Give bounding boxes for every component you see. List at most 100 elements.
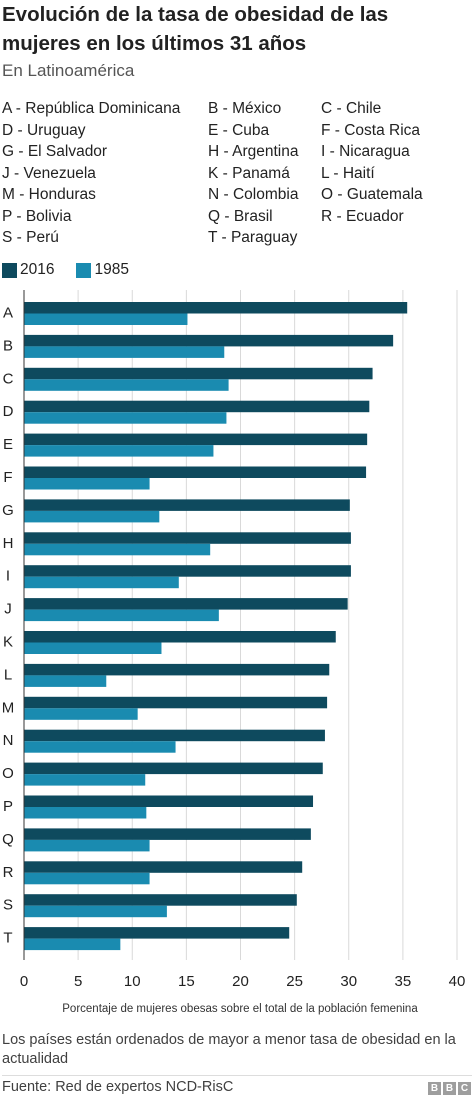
bar-l-1985	[24, 675, 107, 687]
key-item-s: S - Perú	[2, 229, 59, 246]
bar-t-1985	[24, 938, 121, 951]
bar-s-1985	[24, 905, 167, 918]
bbc-logo: B B C	[428, 1082, 471, 1095]
bar-t-2016	[24, 927, 290, 939]
x-tick-label-30: 30	[340, 973, 357, 990]
bar-l-2016	[24, 663, 330, 676]
x-tick-label-10: 10	[124, 973, 141, 990]
bar-c-1985	[24, 379, 229, 391]
x-tick-label-35: 35	[395, 973, 412, 990]
bbc-logo-block-2: B	[443, 1082, 456, 1095]
key-item-l: L - Haití	[321, 164, 375, 182]
key-item-j: J - Venezuela	[2, 164, 96, 182]
bbc-logo-block-1: B	[428, 1082, 441, 1095]
x-tick-label-15: 15	[178, 973, 195, 990]
bar-e-1985	[24, 445, 214, 457]
legend-item-1985: 1985	[76, 261, 129, 279]
legend-swatch-2016	[2, 262, 17, 278]
bar-j-1985	[24, 609, 219, 622]
category-label-q: Q	[2, 831, 14, 848]
legend-label-1985: 1985	[94, 261, 129, 278]
category-label-n: N	[3, 732, 14, 749]
bar-a-1985	[24, 313, 188, 325]
category-label-o: O	[2, 765, 14, 782]
bar-m-2016	[24, 696, 328, 709]
bar-h-2016	[24, 532, 351, 544]
key-item-f: F - Costa Rica	[321, 121, 421, 139]
category-label-t: T	[3, 930, 12, 947]
bar-b-1985	[24, 346, 225, 358]
key-item-a: A - República Dominicana	[2, 100, 181, 117]
x-tick-label-20: 20	[232, 973, 249, 990]
key-item-k: K - Panamá	[208, 164, 290, 182]
bar-i-2016	[24, 565, 351, 577]
bar-c-2016	[24, 367, 373, 380]
bar-e-2016	[24, 433, 368, 446]
bar-q-2016	[24, 828, 311, 840]
bar-j-2016	[24, 598, 348, 610]
x-tick-label-0: 0	[20, 973, 28, 990]
bar-r-2016	[24, 861, 303, 873]
bar-g-1985	[24, 510, 160, 523]
key-item-i: I - Nicaragua	[321, 143, 410, 160]
category-label-h: H	[3, 535, 14, 552]
bar-q-1985	[24, 839, 150, 852]
category-label-b: B	[3, 337, 13, 354]
key-item-o: O - Guatemala	[321, 186, 423, 203]
legend-label-2016: 2016	[20, 261, 55, 278]
bar-b-2016	[24, 334, 394, 347]
bar-k-1985	[24, 642, 162, 654]
category-label-j: J	[4, 601, 12, 618]
category-label-i: I	[6, 568, 10, 585]
bar-d-1985	[24, 412, 227, 424]
footer-divider	[2, 1075, 472, 1076]
bar-n-1985	[24, 741, 176, 753]
x-tick-label-40: 40	[449, 973, 466, 990]
key-item-c: C - Chile	[321, 100, 382, 117]
key-item-g: G - El Salvador	[2, 143, 108, 160]
category-label-f: F	[3, 469, 12, 486]
bar-f-1985	[24, 478, 150, 490]
x-tick-label-25: 25	[286, 973, 303, 990]
category-label-c: C	[3, 370, 14, 387]
bbc-logo-block-3: C	[458, 1082, 471, 1095]
key-item-e: E - Cuba	[208, 121, 270, 139]
category-label-r: R	[3, 864, 14, 881]
key-item-d: D - Uruguay	[2, 121, 86, 139]
key-item-n: N - Colombia	[208, 186, 299, 203]
bar-f-2016	[24, 466, 367, 478]
source-text: Fuente: Red de expertos NCD-RisC	[2, 1079, 234, 1095]
category-label-a: A	[3, 305, 13, 322]
bar-r-1985	[24, 872, 150, 885]
bar-d-2016	[24, 400, 370, 413]
category-label-d: D	[3, 403, 14, 420]
key-item-b: B - México	[208, 100, 282, 117]
category-label-e: E	[3, 436, 13, 453]
bar-a-2016	[24, 302, 408, 314]
chart-note: Los países están ordenados de mayor a me…	[2, 1032, 456, 1067]
category-label-g: G	[2, 502, 14, 519]
key-item-m: M - Honduras	[2, 186, 96, 203]
key-item-r: R - Ecuador	[321, 207, 404, 225]
chart-subtitle: En Latinoamérica	[2, 61, 135, 80]
category-label-l: L	[4, 666, 12, 683]
key-item-h: H - Argentina	[208, 143, 299, 160]
key-item-p: P - Bolivia	[2, 207, 72, 225]
bar-i-1985	[24, 576, 179, 589]
legend-item-2016: 2016	[2, 261, 54, 279]
bar-p-2016	[24, 795, 314, 807]
bar-o-1985	[24, 774, 146, 786]
chart-legend: 2016 1985	[2, 261, 151, 279]
bar-o-2016	[24, 762, 323, 775]
category-label-p: P	[3, 798, 13, 815]
chart-title: Evolución de la tasa de obesidad de las …	[2, 3, 389, 55]
key-item-q: Q - Brasil	[208, 207, 273, 225]
x-tick-label-5: 5	[74, 973, 82, 990]
bar-s-2016	[24, 894, 297, 906]
category-label-m: M	[2, 699, 15, 716]
key-item-t: T - Paraguay	[208, 229, 298, 246]
bar-m-1985	[24, 708, 138, 720]
bar-k-2016	[24, 631, 336, 643]
bar-g-2016	[24, 499, 350, 511]
